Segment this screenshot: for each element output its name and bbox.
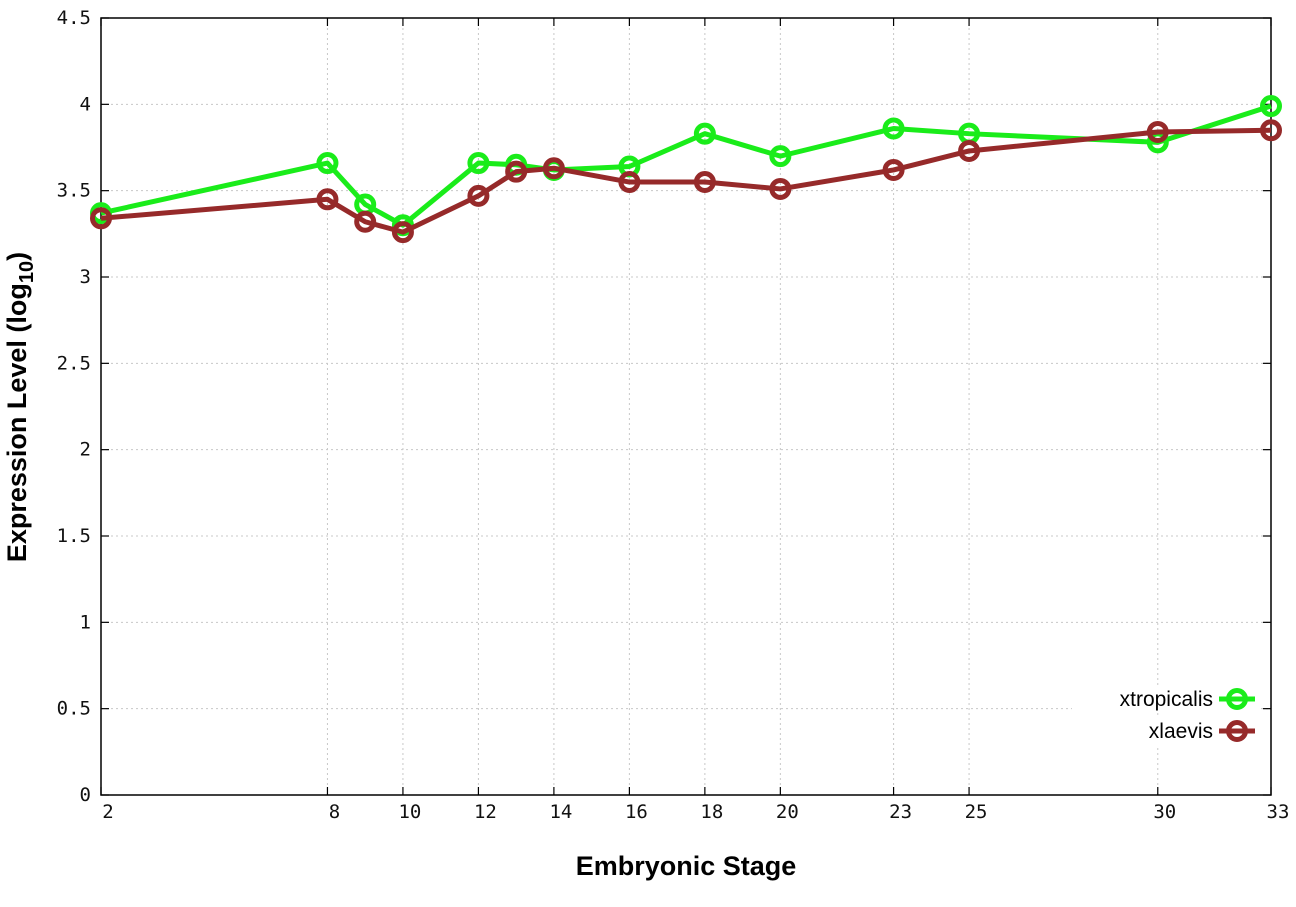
legend-swatch-marker — [1226, 688, 1248, 710]
y-tick-label: 2 — [80, 439, 91, 461]
data-point-xlaevis — [90, 207, 112, 230]
data-point-xtropicalis — [769, 145, 792, 168]
legend: xtropicalis xlaevis — [1072, 685, 1258, 745]
y-axis-title: Expression Level (log10) — [2, 252, 38, 562]
data-point-xtropicalis — [467, 152, 490, 175]
plot-frame — [100, 17, 1272, 796]
y-tick-label: 1.5 — [57, 525, 91, 547]
data-point-xlaevis — [618, 171, 641, 194]
data-point-xlaevis — [542, 157, 565, 180]
data-point-xtropicalis — [693, 122, 716, 145]
series-group — [90, 95, 1282, 244]
data-point-xtropicalis — [1260, 95, 1282, 118]
y-tick-label: 2.5 — [57, 352, 91, 374]
data-point-xlaevis — [354, 210, 377, 233]
data-point-xtropicalis — [316, 152, 339, 175]
grid — [101, 18, 1271, 795]
data-point-xlaevis — [693, 171, 716, 194]
x-tick-label: 33 — [1267, 801, 1290, 823]
y-tick-label: 0.5 — [57, 698, 91, 720]
x-tick-label: 18 — [700, 801, 723, 823]
axis-ticks: 0 0.5 1 1.5 2 2.5 3 3.5 4 4.5 2 8 10 12 14 16 18 20 23 25 30… — [57, 7, 1290, 823]
x-tick-label: 16 — [625, 801, 648, 823]
legend-swatch-marker — [1226, 720, 1248, 742]
data-point-xlaevis — [391, 221, 414, 244]
series-line-xlaevis — [100, 127, 1272, 235]
y-tick-label: 1 — [80, 611, 91, 633]
x-tick-label: 25 — [965, 801, 988, 823]
series-line-xtropicalis — [100, 103, 1272, 228]
legend-label-xlaevis: xlaevis — [1149, 720, 1213, 743]
x-tick-label: 12 — [474, 801, 497, 823]
y-tick-label: 4 — [80, 93, 91, 115]
y-tick-label: 3.5 — [57, 180, 91, 202]
data-point-xlaevis — [1260, 119, 1282, 142]
data-point-xlaevis — [316, 188, 339, 211]
y-tick-label: 3 — [80, 266, 91, 288]
data-point-xlaevis — [505, 160, 528, 183]
data-point-xlaevis — [1146, 120, 1169, 143]
x-tick-label: 14 — [549, 801, 572, 823]
data-point-xlaevis — [467, 184, 490, 207]
data-point-xtropicalis — [882, 117, 905, 140]
x-tick-label: 10 — [398, 801, 421, 823]
x-tick-label: 8 — [329, 801, 340, 823]
x-tick-label: 30 — [1153, 801, 1176, 823]
data-point-xlaevis — [882, 158, 905, 181]
y-tick-label: 4.5 — [57, 7, 91, 29]
x-axis-title: Embryonic Stage — [576, 851, 797, 881]
x-tick-label: 23 — [889, 801, 912, 823]
y-tick-label: 0 — [80, 784, 91, 806]
legend-label-xtropicalis: xtropicalis — [1120, 688, 1213, 711]
data-point-xlaevis — [958, 139, 981, 162]
x-tick-label: 2 — [102, 801, 113, 823]
x-tick-label: 20 — [776, 801, 799, 823]
data-point-xlaevis — [769, 177, 792, 200]
